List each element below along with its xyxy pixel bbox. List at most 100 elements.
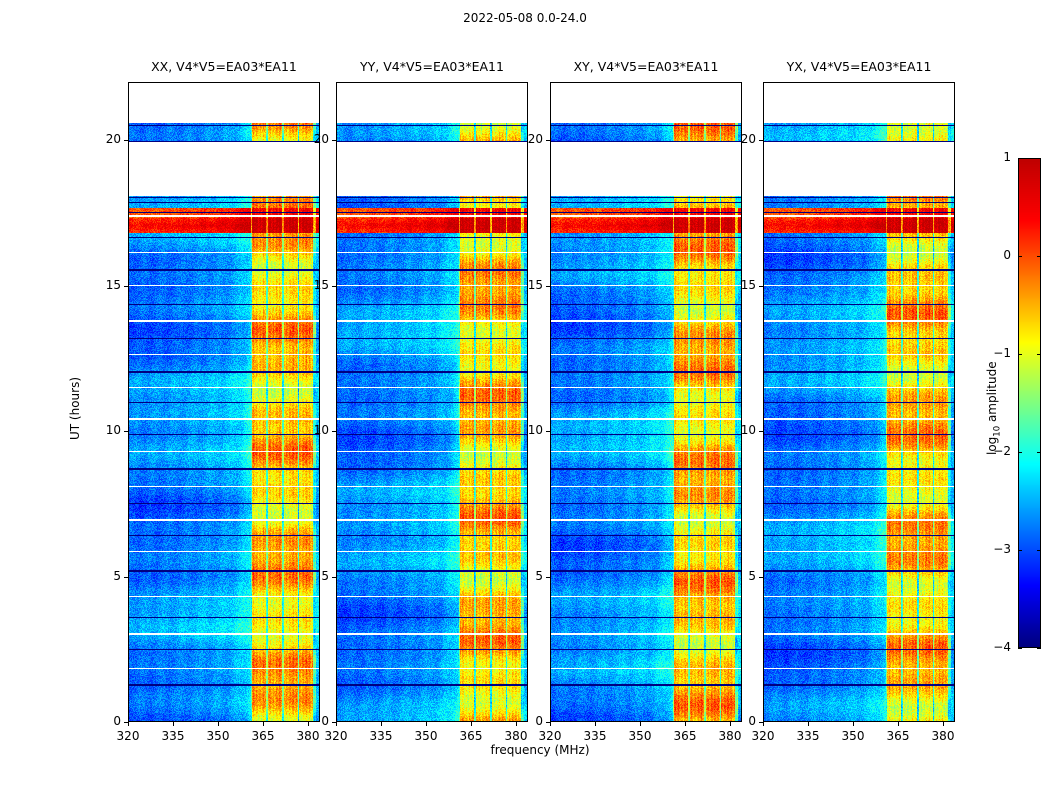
y-tick-mark bbox=[332, 576, 336, 578]
colorbar-label: log10 amplitude bbox=[985, 361, 1002, 455]
colorbar-tick-mark bbox=[1037, 452, 1041, 453]
y-tick-mark bbox=[332, 431, 336, 433]
y-tick-mark bbox=[124, 285, 128, 287]
colorbar-tick-label: −3 bbox=[993, 542, 1011, 556]
x-tick-mark bbox=[898, 722, 899, 726]
colorbar-tick-label: −2 bbox=[993, 444, 1011, 458]
y-tick-mark bbox=[546, 576, 550, 578]
x-tick-label: 335 bbox=[369, 729, 393, 743]
panel-title-yx: YX, V4*V5=EA03*EA11 bbox=[786, 59, 932, 74]
colorbar-tick-mark bbox=[1018, 354, 1022, 355]
y-tick-mark bbox=[546, 722, 550, 723]
y-tick-mark bbox=[759, 285, 763, 287]
x-tick-label: 320 bbox=[324, 729, 348, 743]
heatmap-panel-yy bbox=[336, 82, 528, 722]
y-tick-mark bbox=[332, 285, 336, 287]
x-tick-mark bbox=[218, 722, 219, 726]
y-tick-label: 0 bbox=[748, 714, 756, 728]
heatmap-panel-yx bbox=[763, 82, 955, 722]
y-tick-mark bbox=[759, 576, 763, 578]
x-tick-mark bbox=[336, 722, 337, 726]
spectrogram-image-xx bbox=[129, 83, 319, 721]
x-tick-mark bbox=[381, 722, 382, 726]
x-tick-label: 380 bbox=[931, 729, 955, 743]
colorbar-tick-mark bbox=[1037, 354, 1041, 355]
x-tick-label: 380 bbox=[504, 729, 528, 743]
colorbar-tick-mark bbox=[1018, 256, 1022, 257]
x-tick-label: 350 bbox=[206, 729, 230, 743]
y-tick-label: 5 bbox=[321, 568, 329, 583]
y-tick-mark bbox=[546, 431, 550, 433]
x-tick-label: 380 bbox=[718, 729, 742, 743]
x-tick-mark bbox=[808, 722, 809, 726]
panel-title-xy: XY, V4*V5=EA03*EA11 bbox=[573, 59, 719, 74]
panel-title-xx: XX, V4*V5=EA03*EA11 bbox=[151, 59, 297, 74]
x-tick-label: 365 bbox=[251, 729, 275, 743]
y-tick-label: 0 bbox=[113, 714, 121, 728]
x-tick-mark bbox=[730, 722, 731, 726]
x-tick-label: 335 bbox=[796, 729, 820, 743]
colorbar bbox=[1018, 158, 1041, 648]
y-tick-label: 5 bbox=[748, 568, 756, 583]
y-tick-label: 5 bbox=[113, 568, 121, 583]
x-tick-mark bbox=[128, 722, 129, 726]
x-tick-label: 350 bbox=[414, 729, 438, 743]
x-tick-mark bbox=[943, 722, 944, 726]
y-tick-mark bbox=[759, 431, 763, 433]
y-tick-mark bbox=[759, 722, 763, 723]
colorbar-tick-mark bbox=[1018, 158, 1022, 159]
colorbar-gradient bbox=[1019, 159, 1040, 647]
spectrogram-image-xy bbox=[551, 83, 741, 721]
x-tick-label: 320 bbox=[751, 729, 775, 743]
figure-suptitle: 2022-05-08 0.0-24.0 bbox=[463, 11, 587, 25]
x-tick-mark bbox=[550, 722, 551, 726]
colorbar-label-suffix: amplitude bbox=[985, 361, 999, 426]
y-tick-label: 0 bbox=[535, 714, 543, 728]
y-tick-label: 10 bbox=[527, 423, 543, 438]
x-axis-label: frequency (MHz) bbox=[490, 743, 590, 757]
y-tick-label: 15 bbox=[527, 277, 543, 292]
y-tick-label: 5 bbox=[535, 568, 543, 583]
x-tick-mark bbox=[595, 722, 596, 726]
y-tick-mark bbox=[546, 285, 550, 287]
colorbar-tick-mark bbox=[1037, 648, 1041, 649]
x-tick-label: 320 bbox=[116, 729, 140, 743]
x-tick-mark bbox=[263, 722, 264, 726]
y-tick-label: 20 bbox=[740, 132, 756, 147]
colorbar-tick-mark bbox=[1037, 158, 1041, 159]
x-tick-label: 350 bbox=[628, 729, 652, 743]
y-tick-label: 10 bbox=[313, 423, 329, 438]
y-tick-label: 20 bbox=[313, 132, 329, 147]
y-tick-label: 10 bbox=[105, 423, 121, 438]
y-tick-mark bbox=[332, 722, 336, 723]
y-tick-label: 15 bbox=[105, 277, 121, 292]
y-tick-mark bbox=[124, 431, 128, 433]
colorbar-tick-mark bbox=[1018, 550, 1022, 551]
x-tick-label: 380 bbox=[296, 729, 320, 743]
x-tick-label: 335 bbox=[161, 729, 185, 743]
x-tick-mark bbox=[685, 722, 686, 726]
spectrogram-image-yy bbox=[337, 83, 527, 721]
x-tick-mark bbox=[173, 722, 174, 726]
colorbar-tick-label: 1 bbox=[1003, 150, 1011, 164]
colorbar-tick-mark bbox=[1037, 550, 1041, 551]
x-tick-label: 350 bbox=[841, 729, 865, 743]
y-tick-label: 20 bbox=[105, 132, 121, 147]
y-tick-label: 0 bbox=[321, 714, 329, 728]
y-tick-label: 15 bbox=[313, 277, 329, 292]
x-tick-label: 365 bbox=[886, 729, 910, 743]
colorbar-label-subscript: 10 bbox=[992, 425, 1003, 437]
spectrogram-image-yx bbox=[764, 83, 954, 721]
x-tick-label: 320 bbox=[538, 729, 562, 743]
y-tick-label: 15 bbox=[740, 277, 756, 292]
x-tick-label: 335 bbox=[583, 729, 607, 743]
x-tick-mark bbox=[471, 722, 472, 726]
colorbar-tick-label: 0 bbox=[1003, 248, 1011, 262]
x-tick-mark bbox=[763, 722, 764, 726]
heatmap-panel-xx bbox=[128, 82, 320, 722]
colorbar-tick-mark bbox=[1018, 648, 1022, 649]
y-tick-mark bbox=[124, 722, 128, 723]
heatmap-panel-xy bbox=[550, 82, 742, 722]
x-tick-label: 365 bbox=[459, 729, 483, 743]
